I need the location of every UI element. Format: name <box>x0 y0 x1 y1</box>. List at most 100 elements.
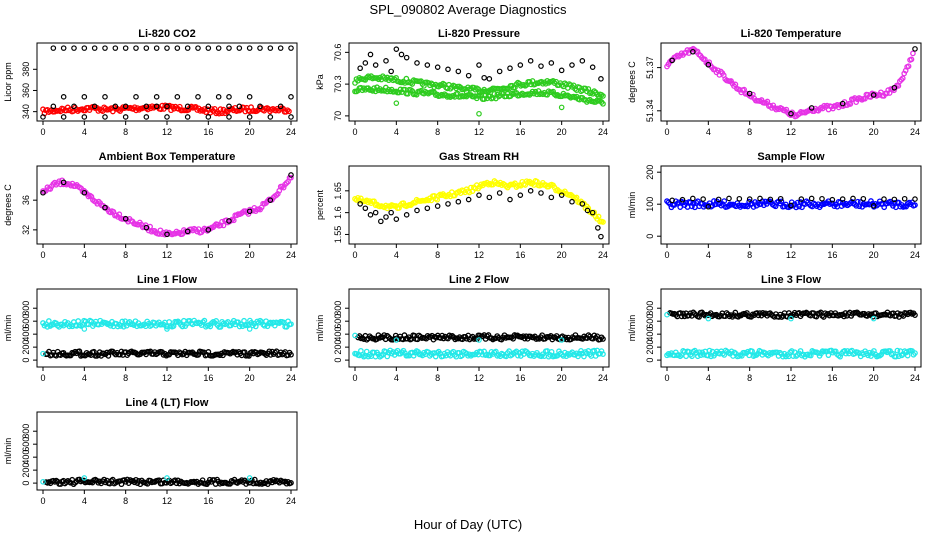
x-tick-label: 24 <box>286 496 296 506</box>
series <box>40 475 253 485</box>
data-point <box>481 74 487 81</box>
x-tick-label: 16 <box>203 496 213 506</box>
y-axis-label: ml/min <box>3 438 13 465</box>
data-point <box>102 114 108 120</box>
data-point <box>746 196 753 202</box>
y-tick-label: 200 <box>21 340 31 355</box>
x-tick-label: 4 <box>394 127 399 137</box>
data-point <box>40 350 46 357</box>
series <box>393 100 565 117</box>
data-point <box>466 189 473 196</box>
data-point <box>153 103 160 110</box>
data-point <box>584 207 591 214</box>
data-point <box>598 76 604 82</box>
data-point <box>910 50 916 57</box>
data-point <box>76 348 83 355</box>
series <box>357 46 604 82</box>
x-tick-label: 0 <box>40 373 45 383</box>
data-point <box>558 192 565 198</box>
data-point <box>905 63 912 70</box>
data-point <box>736 195 743 202</box>
panel-2: Li-820 Pressure kPa 0 4 8 12 16 20 24 70 70.3 70.6 <box>315 28 610 137</box>
y-tick-label: 36 <box>21 195 31 205</box>
panel-title: Line 4 (LT) Flow <box>126 397 209 409</box>
data-point <box>288 45 294 51</box>
y-axis-label: ml/min <box>3 315 13 342</box>
panel-3: Li-820 Temperature degrees C 0 4 8 12 16 20 24 51… <box>627 28 922 137</box>
y-axis-label: Licor ppm <box>3 62 13 102</box>
data-point <box>40 114 46 120</box>
y-tick-label: 0 <box>645 358 655 363</box>
data-point <box>434 64 441 70</box>
y-tick-label: 51.34 <box>645 100 655 123</box>
y-axis-label: percent <box>315 189 325 220</box>
data-layer <box>664 195 918 211</box>
y-tick-label: 200 <box>333 340 343 355</box>
series <box>664 347 918 360</box>
data-point <box>143 114 150 120</box>
x-tick-label: 20 <box>557 250 567 260</box>
x-tick-label: 0 <box>352 250 357 260</box>
series <box>50 103 284 110</box>
data-point <box>829 196 836 203</box>
data-point <box>455 198 462 205</box>
data-point <box>517 192 524 198</box>
data-point <box>595 213 602 220</box>
data-point <box>798 196 805 202</box>
series <box>43 476 294 488</box>
y-tick-label: 600 <box>333 314 343 329</box>
panel-5: Gas Stream RH percent 0 4 8 12 16 20 24 1.55 1.6 1.… <box>315 151 610 260</box>
data-point <box>807 352 814 359</box>
data-point <box>81 326 88 332</box>
data-point <box>819 195 825 202</box>
x-tick-label: 8 <box>123 496 128 506</box>
y-tick-label: 800 <box>333 301 343 316</box>
data-point <box>591 347 598 354</box>
x-tick-label: 12 <box>474 373 484 383</box>
data-point <box>205 103 212 110</box>
x-tick-label: 12 <box>786 127 796 137</box>
data-point <box>600 219 606 225</box>
series <box>40 114 294 120</box>
data-point <box>164 114 170 120</box>
data-point <box>122 215 129 222</box>
x-tick-label: 16 <box>515 373 525 383</box>
series <box>81 326 253 332</box>
data-point <box>679 196 686 203</box>
x-tick-label: 24 <box>910 250 920 260</box>
data-point <box>288 94 294 100</box>
x-tick-label: 0 <box>40 127 45 137</box>
y-tick-label: 100 <box>645 197 655 212</box>
x-tick-label: 20 <box>557 127 567 137</box>
data-layer <box>40 475 294 488</box>
data-point <box>870 92 877 98</box>
data-point <box>600 336 606 342</box>
data-point <box>164 45 170 51</box>
series <box>40 350 46 357</box>
data-layer <box>40 317 294 359</box>
data-point <box>286 108 292 115</box>
data-point <box>153 94 160 100</box>
series <box>60 94 294 100</box>
data-point <box>705 315 712 322</box>
data-point <box>393 46 400 52</box>
data-point <box>677 204 684 210</box>
data-point <box>891 84 898 91</box>
data-point <box>589 64 596 70</box>
y-tick-label: 70.6 <box>333 44 343 62</box>
data-point <box>757 195 763 202</box>
data-point <box>378 218 384 225</box>
data-point <box>143 103 150 110</box>
x-tick-label: 4 <box>706 127 711 137</box>
series <box>664 45 916 120</box>
data-point <box>246 94 253 100</box>
data-point <box>901 195 908 202</box>
data-point <box>558 104 565 111</box>
x-tick-label: 12 <box>162 373 172 383</box>
data-point <box>706 347 713 354</box>
data-point <box>705 61 712 68</box>
data-point <box>398 51 405 58</box>
data-point <box>119 318 126 325</box>
data-point <box>257 103 263 110</box>
